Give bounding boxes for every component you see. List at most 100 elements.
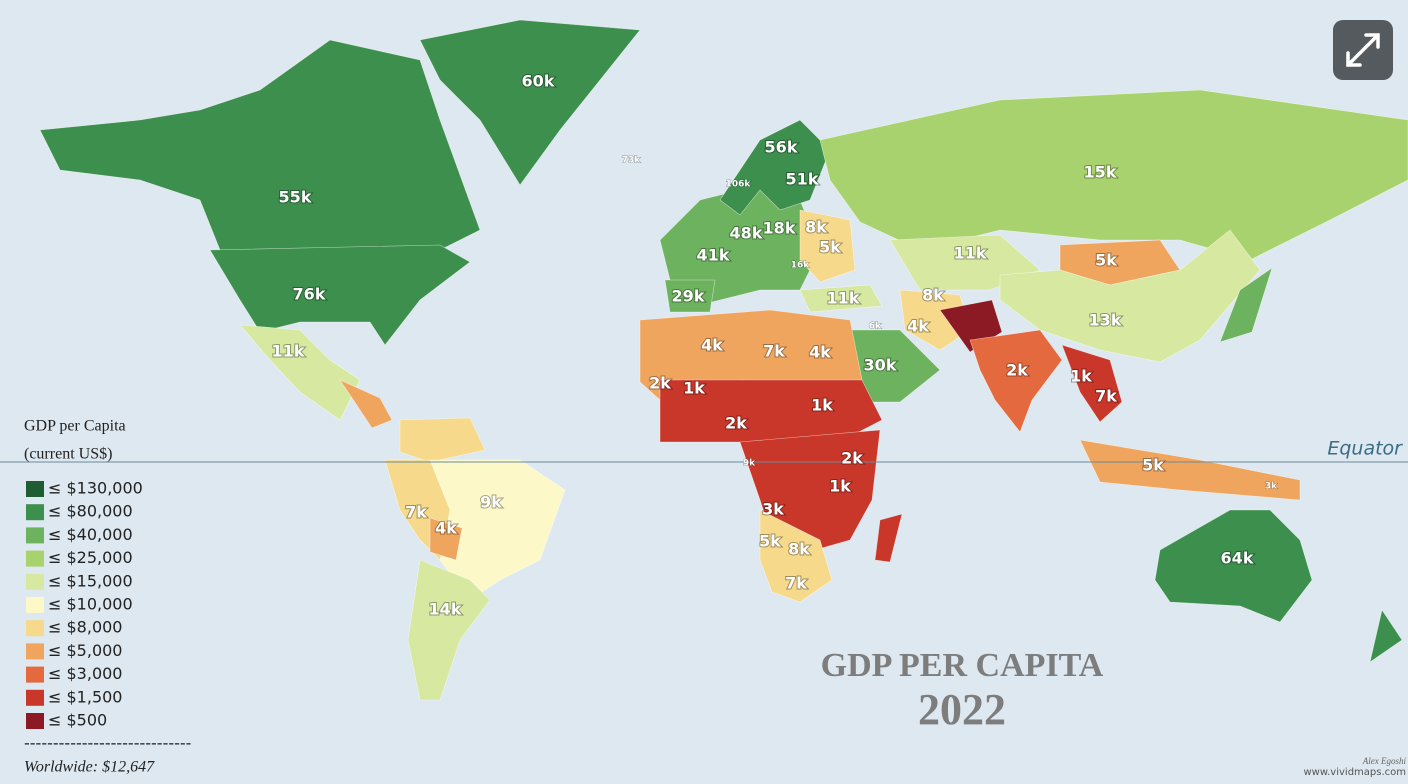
country-label: 29k bbox=[672, 287, 705, 306]
country-region bbox=[429, 517, 463, 561]
legend-label: ≤ $8,000 bbox=[48, 618, 122, 637]
country-label: 4k bbox=[435, 519, 457, 538]
country-label: 1k bbox=[811, 396, 833, 415]
country-label: 1k bbox=[1070, 367, 1092, 386]
legend-swatch bbox=[26, 527, 44, 544]
country-label: 7k bbox=[405, 503, 427, 522]
country-label: 9k bbox=[480, 493, 502, 512]
country-label: 8k bbox=[805, 218, 827, 237]
country-label: 5k bbox=[819, 238, 841, 257]
country-label: 60k bbox=[522, 72, 555, 91]
country-region bbox=[39, 39, 481, 261]
map-title: GDP PER CAPITA bbox=[821, 647, 1104, 684]
country-label: 13k bbox=[1089, 311, 1122, 330]
country-region bbox=[339, 379, 393, 429]
country-label: 4k bbox=[809, 343, 831, 362]
country-label: 6k bbox=[869, 322, 882, 332]
legend-label: ≤ $80,000 bbox=[48, 502, 133, 521]
legend-swatch bbox=[26, 597, 44, 613]
country-region bbox=[1219, 267, 1273, 343]
country-label: 3k bbox=[762, 500, 784, 519]
country-region bbox=[999, 229, 1261, 363]
legend-swatch bbox=[26, 666, 44, 683]
legend-separator: ----------------------------- bbox=[24, 734, 191, 753]
legend-title: (current US$) bbox=[24, 446, 112, 463]
legend-label: ≤ $1,500 bbox=[48, 687, 122, 706]
legend-label: ≤ $40,000 bbox=[48, 525, 133, 544]
country-label: 5k bbox=[759, 532, 781, 551]
legend-swatch bbox=[26, 504, 44, 521]
country-region bbox=[1369, 609, 1403, 663]
fullscreen-button[interactable] bbox=[1333, 20, 1393, 80]
country-label: 30k bbox=[864, 356, 897, 375]
country-label: 5k bbox=[1142, 456, 1164, 475]
country-label: 106k bbox=[726, 180, 752, 190]
legend-swatch bbox=[26, 573, 44, 590]
country-label: 41k bbox=[697, 246, 730, 265]
country-label: 3k bbox=[1265, 482, 1278, 492]
country-label: 15k bbox=[1084, 163, 1117, 182]
country-region bbox=[969, 329, 1063, 433]
country-region bbox=[419, 19, 641, 186]
country-label: 4k bbox=[701, 336, 723, 355]
legend-title: GDP per Capita bbox=[24, 418, 126, 435]
legend-swatch bbox=[26, 643, 44, 660]
country-region bbox=[664, 279, 716, 313]
country-label: 7k bbox=[785, 574, 807, 593]
country-label: 56k bbox=[765, 138, 798, 157]
legend-swatch bbox=[26, 620, 44, 637]
country-region bbox=[239, 324, 361, 421]
country-label: 7k bbox=[763, 342, 785, 361]
country-label: 64k bbox=[1221, 549, 1254, 568]
country-region bbox=[1079, 439, 1301, 501]
legend-label: ≤ $5,000 bbox=[48, 641, 122, 660]
country-label: 55k bbox=[279, 188, 312, 207]
map-year: 2022 bbox=[918, 685, 1006, 734]
country-label: 14k bbox=[429, 600, 462, 619]
legend-swatch bbox=[26, 481, 44, 497]
country-region bbox=[874, 513, 903, 563]
country-region bbox=[407, 559, 491, 701]
country-region bbox=[799, 284, 883, 313]
country-label: 4k bbox=[907, 317, 929, 336]
country-label: 73k bbox=[622, 156, 642, 166]
country-label: 11k bbox=[827, 289, 860, 308]
country-region bbox=[799, 209, 856, 283]
credit: www.vividmaps.com bbox=[1304, 767, 1407, 778]
country-label: 1k bbox=[683, 379, 705, 398]
country-label: 9k bbox=[743, 459, 756, 469]
country-label: 1k bbox=[829, 477, 851, 496]
fullscreen-icon[interactable] bbox=[1346, 33, 1380, 67]
country-region bbox=[1154, 509, 1313, 623]
country-region bbox=[719, 119, 831, 216]
country-label: 18k bbox=[763, 219, 796, 238]
legend-label: ≤ $500 bbox=[48, 711, 107, 730]
country-region bbox=[1061, 344, 1123, 423]
land bbox=[39, 19, 1408, 701]
country-region bbox=[209, 244, 471, 346]
country-label: 2k bbox=[725, 414, 747, 433]
legend-label: ≤ $25,000 bbox=[48, 548, 133, 567]
legend-label: ≤ $15,000 bbox=[48, 571, 133, 590]
legend-swatch bbox=[26, 713, 44, 729]
country-label: 11k bbox=[272, 342, 305, 361]
country-label: 2k bbox=[649, 374, 671, 393]
country-label: 7k bbox=[1095, 387, 1117, 406]
legend-swatch bbox=[26, 689, 44, 706]
credit: Alex Egoshi bbox=[1362, 756, 1407, 766]
legend-label: ≤ $3,000 bbox=[48, 664, 122, 683]
country-label: 48k bbox=[730, 224, 763, 243]
legend-label: ≤ $10,000 bbox=[48, 595, 133, 614]
legend: GDP per Capita (current US$) -----------… bbox=[24, 418, 191, 776]
equator-label: Equator bbox=[1327, 438, 1403, 460]
country-label: 16k bbox=[791, 261, 811, 271]
legend-swatch bbox=[26, 550, 44, 567]
country-label: 51k bbox=[786, 170, 819, 189]
worldwide-value: Worldwide: $12,647 bbox=[24, 759, 155, 776]
country-region bbox=[899, 289, 971, 351]
country-label: 76k bbox=[293, 285, 326, 304]
country-region bbox=[759, 509, 833, 603]
country-label: 11k bbox=[954, 244, 987, 263]
